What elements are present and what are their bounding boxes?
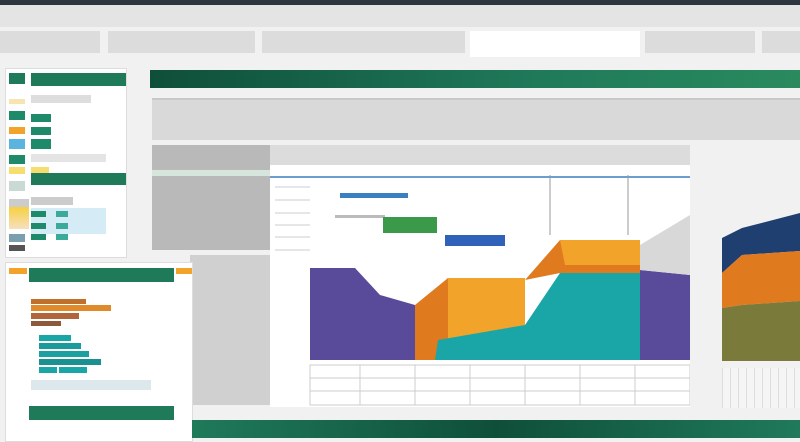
toolbar-tab[interactable] <box>645 31 755 53</box>
area-amber <box>448 278 525 340</box>
chart-header <box>270 145 690 165</box>
right-chart <box>722 213 800 363</box>
toolbar-tab[interactable] <box>762 31 800 53</box>
toolbar-tab[interactable] <box>108 31 255 53</box>
stacked-area-svg <box>722 213 800 361</box>
area-purple-right <box>640 270 690 360</box>
chart-svg <box>270 145 691 406</box>
header-bar <box>150 70 800 88</box>
area-teal <box>435 273 640 360</box>
chart-area <box>270 145 691 407</box>
toolbar-tab[interactable] <box>262 31 465 53</box>
bar <box>39 335 71 341</box>
side-panel <box>152 145 270 250</box>
gantt-bar-baseline <box>335 215 385 218</box>
toolbar-tab[interactable] <box>0 31 100 53</box>
area-navy <box>722 213 800 273</box>
side-panel-stripe <box>152 170 270 176</box>
bar <box>39 367 57 373</box>
gray-column <box>190 255 270 405</box>
panel-header <box>29 406 174 420</box>
top-bar <box>0 0 800 5</box>
ribbon <box>152 98 800 140</box>
gantt-bar <box>340 193 408 198</box>
right-table <box>722 368 800 408</box>
bar <box>39 359 101 365</box>
bar <box>39 343 81 349</box>
panel-header <box>29 268 174 282</box>
lower-left-panel <box>5 262 193 442</box>
area-amber-top <box>560 240 640 265</box>
toolbar-tab-active[interactable] <box>470 31 640 57</box>
bar <box>59 367 87 373</box>
data-table <box>309 364 691 406</box>
title-strip <box>0 5 800 27</box>
left-panel <box>5 68 127 258</box>
bottom-bar <box>192 420 800 438</box>
panel-header <box>31 73 126 86</box>
row-lines <box>275 186 310 251</box>
area-orange <box>722 251 800 308</box>
gantt-bar <box>445 235 505 246</box>
bar <box>31 313 79 319</box>
bar <box>31 305 111 311</box>
gantt-bar <box>383 217 437 233</box>
panel-header <box>31 173 126 185</box>
bar <box>31 321 61 326</box>
bar <box>39 351 89 357</box>
area-gray-right <box>640 215 690 275</box>
legend-swatch <box>9 73 25 84</box>
bar <box>31 299 86 304</box>
area-purple <box>310 268 415 360</box>
area-olive <box>722 301 800 361</box>
